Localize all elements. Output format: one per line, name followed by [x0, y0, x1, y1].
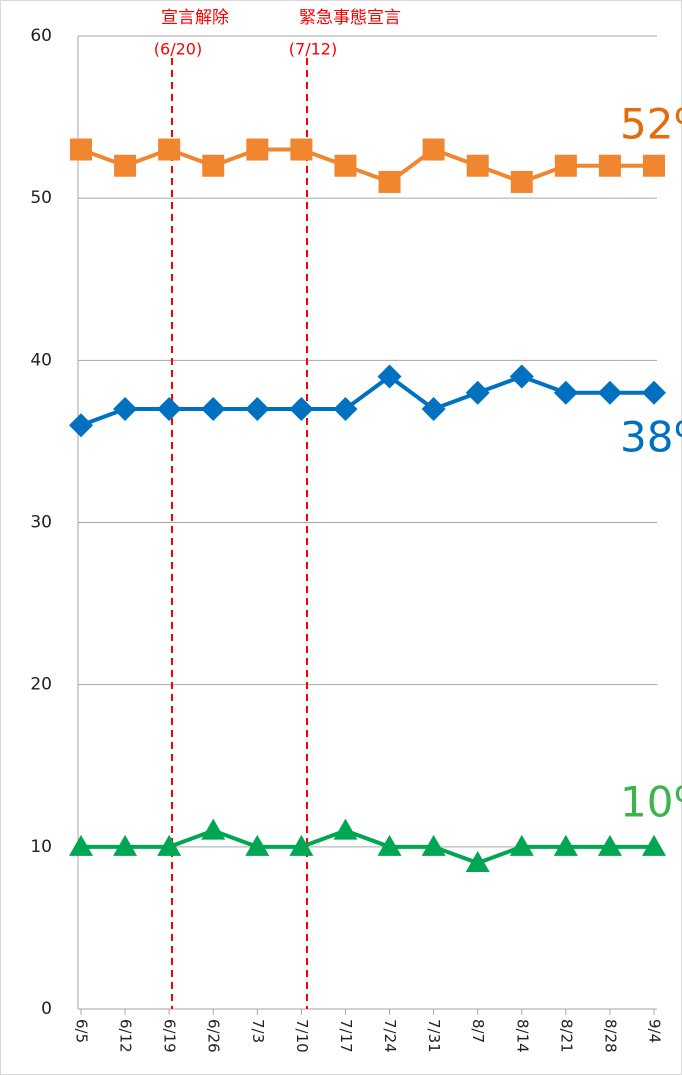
y-tick-label: 20 [30, 675, 52, 695]
marker [422, 138, 445, 161]
marker [377, 834, 402, 856]
annotation-text: 宣言解除 [161, 8, 229, 28]
marker [158, 138, 181, 161]
marker [377, 364, 402, 389]
marker [421, 396, 446, 421]
y-tick-label: 40 [30, 350, 52, 370]
x-tick-label: 8/28 [601, 1019, 619, 1053]
series-line [81, 828, 654, 866]
marker [378, 170, 401, 193]
x-tick-label: 6/12 [117, 1019, 135, 1053]
x-tick-label: 7/31 [425, 1019, 443, 1053]
end-label: 52% [620, 100, 682, 149]
marker [69, 413, 93, 438]
annotation-text: 緊急事態宣言 [299, 8, 401, 28]
y-tick-label: 0 [41, 999, 52, 1019]
x-tick-label: 7/10 [293, 1019, 311, 1053]
y-tick-label: 50 [30, 188, 52, 208]
end-label: 38% [620, 413, 682, 462]
annotation-date: (6/20) [154, 40, 202, 59]
marker [643, 154, 665, 177]
x-tick-label: 6/26 [205, 1019, 223, 1053]
y-tick-label: 60 [30, 26, 52, 46]
marker [509, 834, 534, 856]
marker [290, 138, 313, 161]
x-tick-label: 7/3 [249, 1019, 267, 1043]
marker [333, 818, 358, 840]
marker [597, 834, 622, 856]
annotation-date: (7/12) [289, 40, 337, 59]
marker [554, 154, 577, 177]
marker [246, 138, 269, 161]
marker [245, 396, 270, 421]
marker [70, 138, 92, 161]
marker [598, 154, 621, 177]
marker [421, 834, 446, 856]
marker [553, 380, 578, 405]
marker [157, 396, 182, 421]
y-tick-label: 30 [30, 513, 52, 533]
marker [245, 834, 270, 856]
marker [465, 380, 490, 405]
marker [553, 834, 578, 856]
marker [510, 170, 533, 193]
x-tick-label: 6/5 [73, 1019, 91, 1043]
marker [334, 154, 357, 177]
marker [201, 818, 226, 840]
x-tick-label: 9/4 [646, 1019, 664, 1043]
marker [69, 834, 93, 856]
marker [201, 396, 226, 421]
marker [466, 154, 489, 177]
marker [642, 834, 666, 856]
marker [157, 834, 182, 856]
x-tick-label: 6/19 [161, 1019, 179, 1053]
marker [113, 834, 138, 856]
x-tick-label: 8/7 [469, 1019, 487, 1043]
y-tick-label: 10 [30, 837, 52, 857]
marker [333, 396, 358, 421]
marker [289, 834, 314, 856]
x-tick-label: 7/17 [337, 1019, 355, 1053]
marker [289, 396, 314, 421]
marker [114, 154, 137, 177]
x-tick-label: 7/24 [381, 1019, 399, 1053]
marker [465, 851, 490, 873]
marker [597, 380, 622, 405]
x-tick-label: 8/14 [513, 1019, 531, 1053]
x-tick-label: 8/21 [557, 1019, 575, 1053]
marker [509, 364, 534, 389]
marker [642, 380, 666, 405]
end-label: 10% [620, 778, 682, 827]
marker [202, 154, 225, 177]
marker [113, 396, 138, 421]
